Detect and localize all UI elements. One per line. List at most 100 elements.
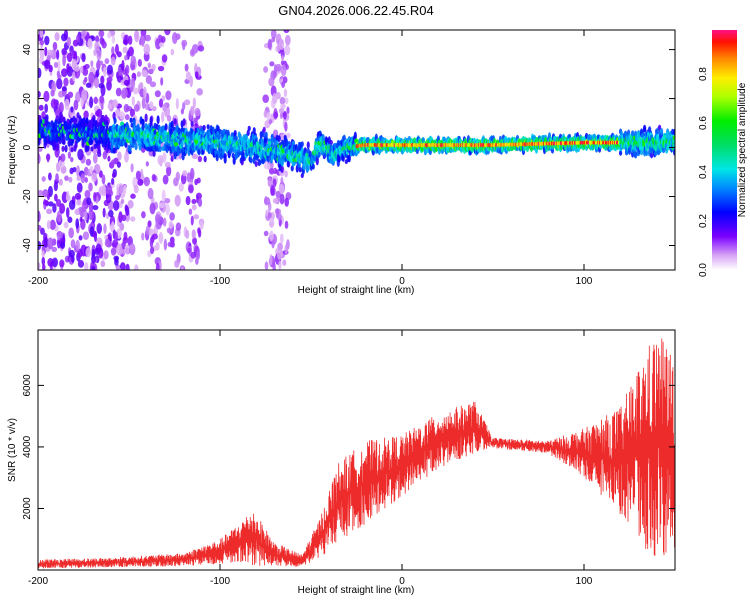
spectrogram-cell <box>175 200 180 207</box>
spectrogram-cell <box>130 216 136 222</box>
spectrogram-cell <box>190 215 194 226</box>
spectrogram-cell <box>170 120 174 129</box>
spectrogram-cell <box>100 104 104 110</box>
snr-x-tick-label: -200 <box>28 576 48 587</box>
spectrogram-cell <box>306 165 310 172</box>
spectrogram-cell <box>115 43 119 55</box>
spectrogram-x-tick-label: 100 <box>576 276 593 287</box>
spectrogram-cell <box>85 117 89 125</box>
spectrogram-cell <box>286 132 291 139</box>
spectrogram-cell <box>121 59 125 72</box>
spectrogram-cell <box>244 134 248 140</box>
spectrogram-cell <box>263 230 269 237</box>
spectrogram-cell <box>143 43 151 55</box>
spectrogram-cell <box>160 36 166 44</box>
spectrogram-cell <box>190 105 195 117</box>
spectrogram-cell <box>111 35 116 44</box>
spectrogram-cell <box>275 207 280 219</box>
spectrogram-cell <box>71 254 75 263</box>
snr-y-tick-label: 6000 <box>22 374 33 397</box>
spectrogram-cell <box>130 55 136 66</box>
spectrogram-cell <box>110 159 115 167</box>
spectrogram-cell <box>61 48 67 56</box>
spectrogram-cell <box>151 233 158 240</box>
spectrogram-cell <box>38 153 41 165</box>
colorbar-tick-label: 0.6 <box>698 116 709 130</box>
spectrogram-cell <box>189 48 196 57</box>
spectrogram-cell <box>217 133 221 140</box>
snr-y-label: SNR (10 * v/v) <box>7 418 18 482</box>
colorbar-tick-label: 0.4 <box>698 165 709 179</box>
snr-frame <box>37 329 676 571</box>
spectrogram-cell <box>63 77 69 87</box>
spectrogram-cell <box>170 48 175 56</box>
snr-y-tick-label: 2000 <box>22 497 33 520</box>
spectrogram-cell <box>270 30 277 40</box>
spectrogram-cell <box>158 42 165 48</box>
spectrogram-cell <box>54 193 58 202</box>
spectrogram-cell <box>283 30 290 34</box>
spectrogram-cell <box>58 178 63 186</box>
spectrogram-cell <box>106 80 112 91</box>
spectrogram-cell <box>134 142 138 151</box>
spectrogram-cell <box>264 131 268 139</box>
spectrogram-cell <box>145 161 149 167</box>
spectrogram-cell <box>84 177 88 183</box>
spectrogram-cell <box>111 172 116 179</box>
spectrogram-cell <box>76 182 83 193</box>
snr-y-tick-label: 4000 <box>22 435 33 458</box>
spectrogram-cell <box>107 155 111 162</box>
spectrogram-cell <box>70 156 74 163</box>
spectrogram-cell <box>160 77 164 86</box>
spectrogram-y-tick-label: 0 <box>22 144 33 150</box>
spectrogram-cell <box>123 231 128 241</box>
spectrogram-cell <box>68 124 72 131</box>
spectrogram-cell <box>154 90 161 98</box>
spectrogram-cell <box>165 90 172 101</box>
spectrogram-cell <box>155 241 160 251</box>
spectrogram-cell <box>249 157 253 164</box>
spectrogram-cell <box>75 218 79 229</box>
spectrogram-cell <box>263 196 271 206</box>
spectrogram-cell <box>158 98 163 108</box>
spectrogram-cell <box>173 118 177 125</box>
spectrogram-cell <box>84 262 89 270</box>
colorbar-tick-label: 0.0 <box>698 263 709 277</box>
spectrogram-cell <box>267 38 272 50</box>
spectrogram-cell <box>262 126 266 133</box>
spectrogram-cell <box>112 100 118 108</box>
spectrogram-cell <box>93 77 100 89</box>
spectrogram-cell <box>122 39 128 45</box>
spectrogram-cell <box>197 227 201 235</box>
spectrogram-cell <box>38 67 42 79</box>
spectrogram-cell <box>154 213 161 224</box>
spectrogram-cell <box>269 61 275 67</box>
spectrogram-cell <box>41 256 46 266</box>
spectrogram-cell <box>133 104 140 112</box>
spectrogram-cell <box>69 167 74 175</box>
spectrogram-cell <box>188 208 193 215</box>
spectrogram-cell <box>117 151 122 161</box>
spectrogram-cell <box>284 34 291 46</box>
spectrogram-cell <box>38 224 42 231</box>
spectrogram-cell <box>269 230 274 242</box>
spectrogram-cell <box>174 259 180 268</box>
spectrogram-cell <box>194 71 199 79</box>
spectrogram-cell <box>103 66 107 77</box>
spectrogram-cell <box>156 115 160 125</box>
spectrogram-cell <box>162 174 169 185</box>
spectrogram-cell <box>70 147 74 153</box>
spectrogram-cell <box>672 135 675 141</box>
spectrogram-cell <box>73 99 79 111</box>
spectrogram-cell <box>41 176 46 182</box>
spectrogram-cell <box>43 90 50 103</box>
spectrogram-cell <box>124 151 129 163</box>
spectrogram-cell <box>263 163 271 170</box>
spectrogram-cell <box>311 163 315 170</box>
spectrogram-cell <box>190 120 194 127</box>
spectrogram-cell <box>54 32 60 41</box>
spectrogram-cell <box>136 71 141 78</box>
spectrogram-cell <box>61 86 67 92</box>
spectrogram-cell <box>135 170 141 181</box>
spectrogram-cell <box>144 113 148 123</box>
